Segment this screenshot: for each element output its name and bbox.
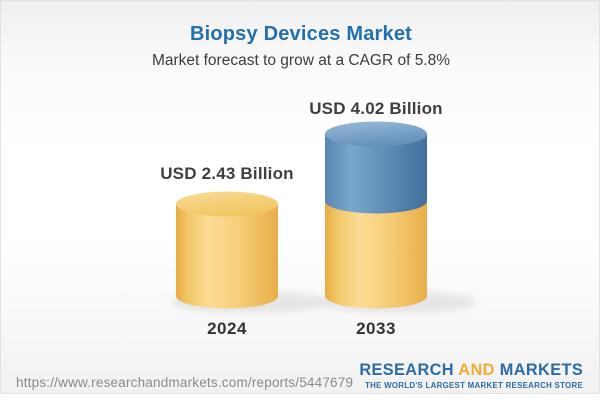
bar-2024-value-label: USD 2.43 Billion [160,164,294,183]
logo-word-markets: MARKETS [499,360,583,379]
logo-wordmark: RESEARCH AND MARKETS [359,361,583,378]
bar-2033[interactable] [325,121,427,309]
bar-2033-value-label: USD 4.02 Billion [309,99,443,118]
chart-subtitle: Market forecast to grow at a CAGR of 5.8… [151,52,451,69]
page-title: Biopsy Devices Market [189,23,413,45]
x-tick-2024: 2024 [207,319,247,338]
x-tick-2033: 2033 [356,319,396,338]
report-url[interactable]: https://www.researchandmarkets.com/repor… [16,375,354,390]
logo-word-research: RESEARCH [359,360,454,379]
logo-tagline: THE WORLD'S LARGEST MARKET RESEARCH STOR… [365,381,583,390]
bar-2024[interactable] [176,191,278,309]
research-and-markets-logo[interactable]: RESEARCH AND MARKETS THE WORLD'S LARGEST… [350,361,583,390]
logo-word-and: AND [458,360,495,379]
